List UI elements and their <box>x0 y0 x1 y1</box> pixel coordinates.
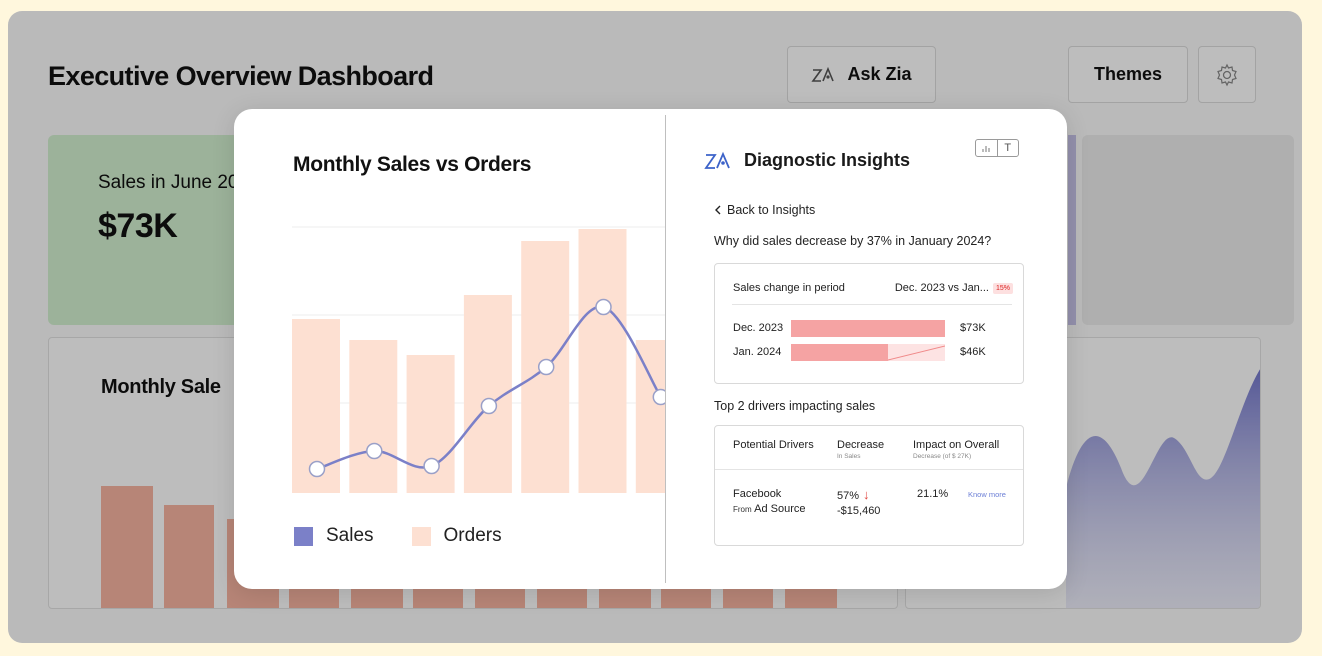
divider <box>715 469 1023 470</box>
column-header-decrease-sub: In Sales <box>837 453 861 460</box>
legend-label-sales: Sales <box>326 525 374 546</box>
driver-source: Ad Source <box>754 503 806 515</box>
legend-swatch-orders <box>411 526 431 546</box>
period-row-value: $46K <box>960 346 986 358</box>
drivers-table: Potential Drivers Decrease In Sales Impa… <box>714 425 1024 546</box>
orders-bar[interactable] <box>349 340 398 493</box>
gear-icon <box>1217 63 1237 86</box>
chart-panel: Monthly Sales vs Orders Sales Orders <box>234 109 665 589</box>
ask-zia-label: Ask Zia <box>847 64 912 84</box>
period-bar-dec <box>791 320 945 337</box>
ask-zia-button[interactable]: Ask Zia <box>787 46 936 103</box>
settings-button[interactable] <box>1198 46 1256 103</box>
panel-divider <box>665 115 666 583</box>
kpi-card-accent <box>1068 135 1076 325</box>
column-header-drivers: Potential Drivers <box>733 439 814 451</box>
background-bar <box>101 486 153 608</box>
dashboard-title: Executive Overview Dashboard <box>48 61 434 91</box>
column-header-impact-sub: Decrease (of $ 27K) <box>913 453 972 460</box>
text-view-icon[interactable]: T <box>996 140 1019 156</box>
legend-swatch-sales <box>294 526 313 546</box>
orders-bar[interactable] <box>635 340 665 493</box>
themes-button[interactable]: Themes <box>1068 46 1188 103</box>
insights-title: Diagnostic Insights <box>744 150 911 170</box>
period-row-label: Jan. 2024 <box>733 346 782 358</box>
sales-point[interactable] <box>308 460 326 478</box>
arrow-down-icon: ↓ <box>863 487 870 502</box>
background-bar <box>164 505 214 608</box>
period-row-label: Dec. 2023 <box>733 322 784 334</box>
driver-name: Facebook <box>733 488 782 500</box>
insights-modal: Monthly Sales vs Orders Sales Orders Dia… <box>234 109 1067 589</box>
kpi-value: $73K <box>98 207 178 245</box>
sales-point[interactable] <box>537 358 555 376</box>
period-row-value: $73K <box>960 322 986 334</box>
legend-label-orders: Orders <box>443 525 502 546</box>
period-bar-fill <box>791 344 889 361</box>
driver-cell: Facebook From Ad Source <box>733 487 806 517</box>
decrease-cell: 57% ↓ -$15,460 <box>837 487 880 519</box>
sales-change-label: Sales change in period <box>733 282 845 294</box>
orders-bar[interactable] <box>578 229 627 493</box>
sales-change-header: Sales change in period Dec. 2023 vs Jan.… <box>733 282 1013 294</box>
view-toggle[interactable]: T <box>975 139 1019 157</box>
column-header-decrease: Decrease In Sales <box>837 439 884 460</box>
insight-question: Why did sales decrease by 37% in January… <box>714 234 992 248</box>
sales-point[interactable] <box>423 457 440 475</box>
sales-point[interactable] <box>652 388 665 406</box>
period-text: Dec. 2023 vs Jan... <box>894 282 989 294</box>
themes-label: Themes <box>1093 64 1163 84</box>
background-area-chart <box>1066 369 1260 608</box>
chart-legend: Sales Orders <box>294 525 502 547</box>
sales-orders-chart <box>292 226 665 493</box>
period-selector[interactable]: Dec. 2023 vs Jan... 15% <box>895 282 1013 294</box>
kpi-label: Sales in June 20 <box>98 172 239 193</box>
chart-title: Monthly Sales vs Orders <box>293 153 532 176</box>
chart-view-icon[interactable] <box>976 140 997 156</box>
sales-point[interactable] <box>366 442 383 460</box>
decrease-amount: -$15,460 <box>837 505 881 517</box>
kpi-card-secondary[interactable] <box>1082 135 1294 325</box>
period-bar-jan <box>791 344 946 361</box>
column-header-impact: Impact on Overall Decrease (of $ 27K) <box>913 439 999 460</box>
column-header-decrease-label: Decrease <box>837 439 885 451</box>
drivers-title: Top 2 drivers impacting sales <box>714 399 876 413</box>
period-bar-fill <box>791 320 945 337</box>
legend-item-sales[interactable]: Sales <box>294 525 374 547</box>
zia-icon <box>811 66 835 82</box>
period-bar-decrease <box>887 344 946 361</box>
decrease-pct: 57% <box>837 490 860 502</box>
impact-cell: 21.1% <box>917 488 949 500</box>
legend-item-orders[interactable]: Orders <box>411 525 502 547</box>
know-more-link[interactable]: Know more <box>968 490 1006 499</box>
sales-change-box: Sales change in period Dec. 2023 vs Jan.… <box>714 263 1024 384</box>
column-header-impact-label: Impact on Overall <box>913 439 1000 451</box>
zia-logo-icon <box>704 151 730 169</box>
background-chart-title: Monthly Sale <box>101 376 221 398</box>
sales-point[interactable] <box>480 397 498 415</box>
change-badge: 15% <box>992 282 1013 294</box>
divider <box>732 304 1012 305</box>
driver-source-prefix: From <box>733 505 752 514</box>
sales-point[interactable] <box>595 298 612 316</box>
back-to-insights-label: Back to Insights <box>727 203 816 217</box>
chevron-left-icon <box>715 205 721 215</box>
back-to-insights-link[interactable]: Back to Insights <box>714 203 815 217</box>
